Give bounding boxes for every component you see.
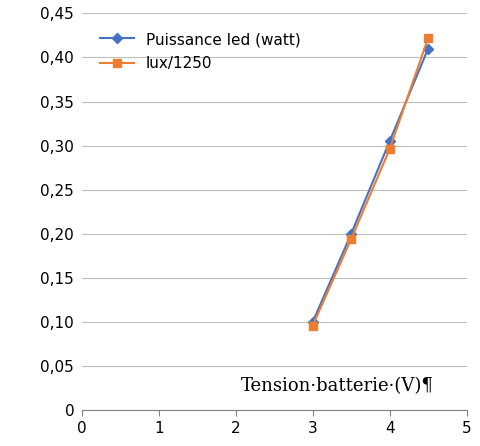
lux/1250 bbox=[348, 236, 353, 242]
Text: Tension·batterie·(V)¶: Tension·batterie·(V)¶ bbox=[241, 376, 433, 395]
lux/1250 bbox=[424, 35, 430, 41]
lux/1250 bbox=[386, 147, 392, 152]
Puissance led (watt) bbox=[386, 139, 392, 144]
Legend: Puissance led (watt), lux/1250: Puissance led (watt), lux/1250 bbox=[97, 29, 303, 74]
Puissance led (watt) bbox=[424, 46, 430, 51]
Puissance led (watt) bbox=[348, 231, 353, 236]
Line: lux/1250: lux/1250 bbox=[308, 34, 432, 330]
Puissance led (watt) bbox=[309, 319, 315, 325]
Line: Puissance led (watt): Puissance led (watt) bbox=[309, 45, 431, 326]
lux/1250 bbox=[309, 323, 315, 328]
